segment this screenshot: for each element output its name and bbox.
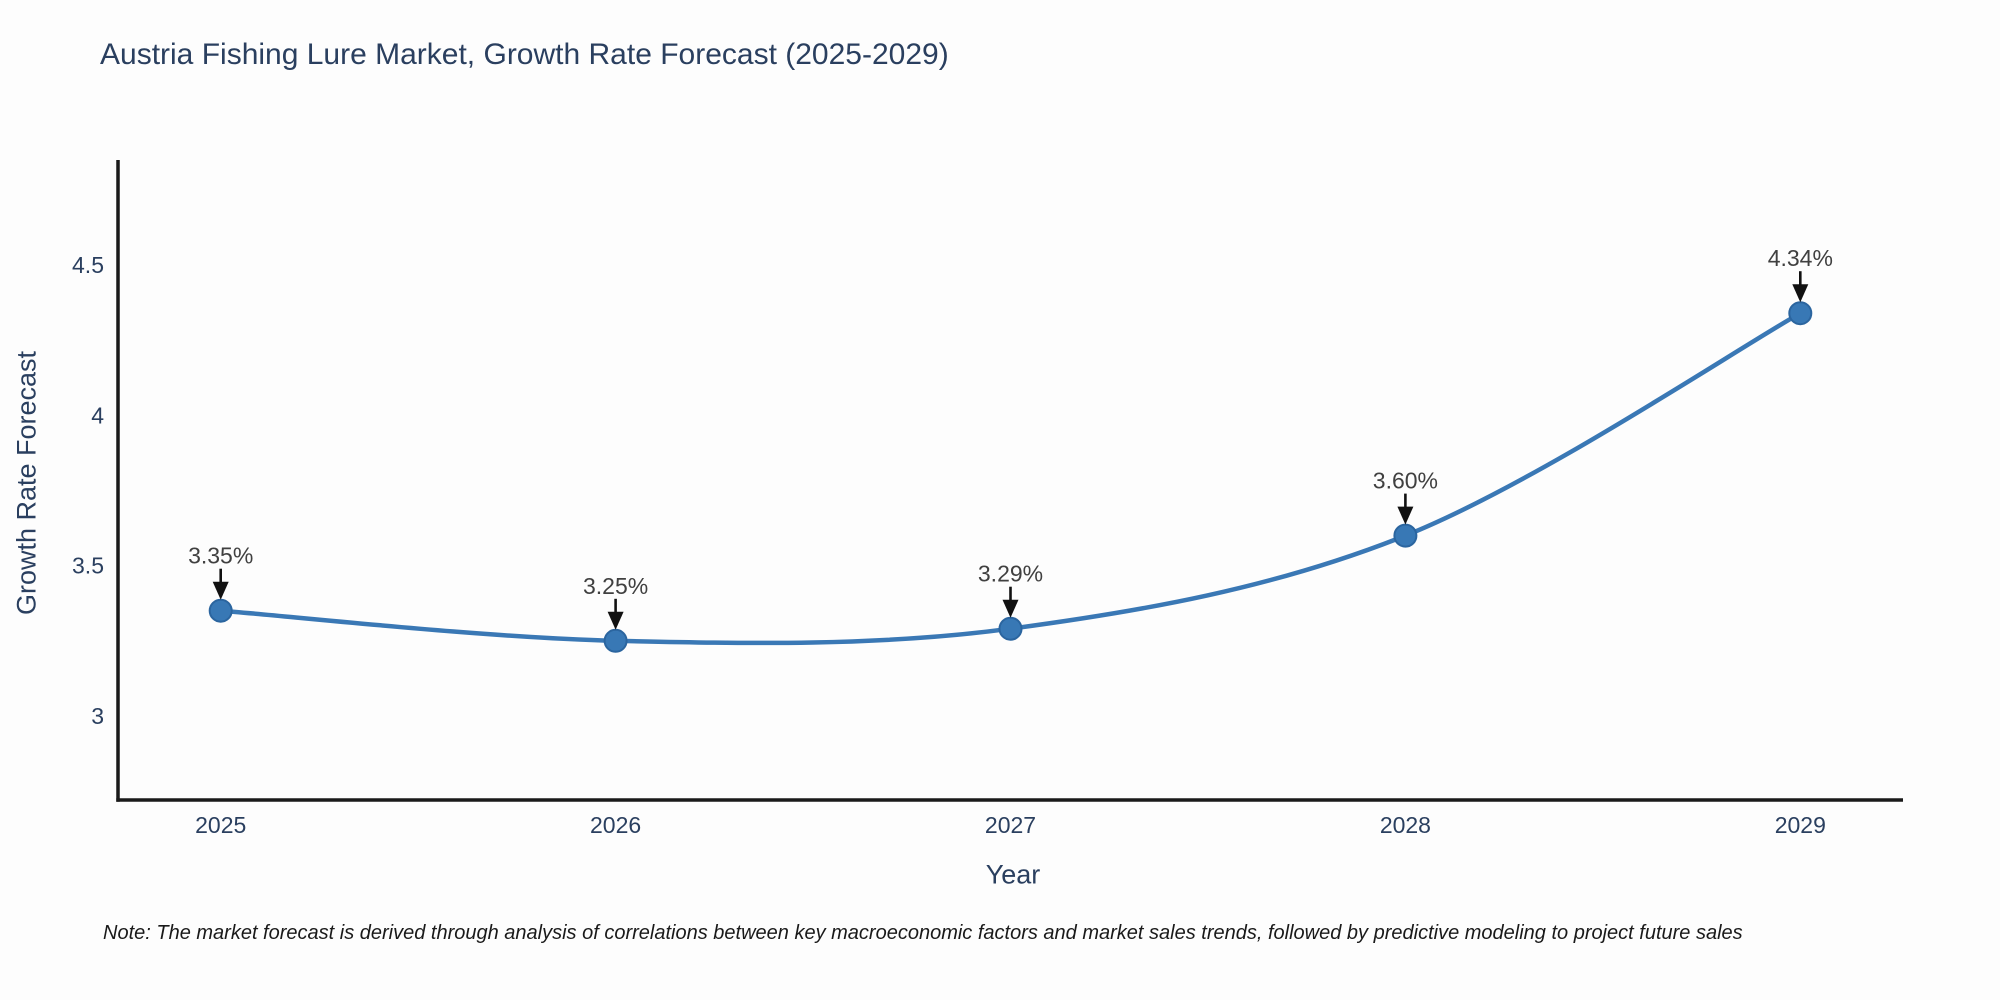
y-tick-label-3: 3 (91, 703, 104, 729)
annotation-arrow-head-2026 (607, 611, 624, 630)
annotation-label-2028: 3.60% (1373, 468, 1438, 494)
annotation-label-2029: 4.34% (1768, 245, 1833, 271)
x-tick-label-2028: 2028 (1380, 812, 1431, 838)
x-axis-title: Year (985, 859, 1041, 890)
annotation-arrow-head-2029 (1792, 284, 1809, 303)
x-tick-label-2026: 2026 (590, 812, 641, 838)
x-tick-label-2027: 2027 (985, 812, 1036, 838)
data-point-2028 (1393, 523, 1418, 548)
footnote: Note: The market forecast is derived thr… (103, 922, 1743, 944)
data-point-2025 (208, 598, 233, 623)
y-tick-label-3.5: 3.5 (72, 553, 104, 579)
chart-title: Austria Fishing Lure Market, Growth Rate… (100, 38, 949, 71)
annotation-label-2026: 3.25% (583, 573, 648, 599)
x-tick-label-2025: 2025 (195, 812, 246, 838)
data-point-2027 (998, 616, 1023, 641)
annotation-arrow-head-2025 (212, 581, 229, 600)
annotation-label-2027: 3.29% (978, 561, 1043, 587)
data-point-2029 (1788, 301, 1813, 326)
annotation-arrow-head-2028 (1397, 506, 1414, 525)
y-axis-title: Growth Rate Forecast (11, 350, 42, 616)
x-tick-label-2029: 2029 (1775, 812, 1826, 838)
annotation-arrow-head-2027 (1002, 599, 1019, 618)
y-tick-label-4: 4 (91, 402, 104, 428)
data-point-2026 (603, 628, 628, 653)
y-tick-label-4.5: 4.5 (72, 252, 104, 278)
annotation-label-2025: 3.35% (188, 543, 253, 569)
